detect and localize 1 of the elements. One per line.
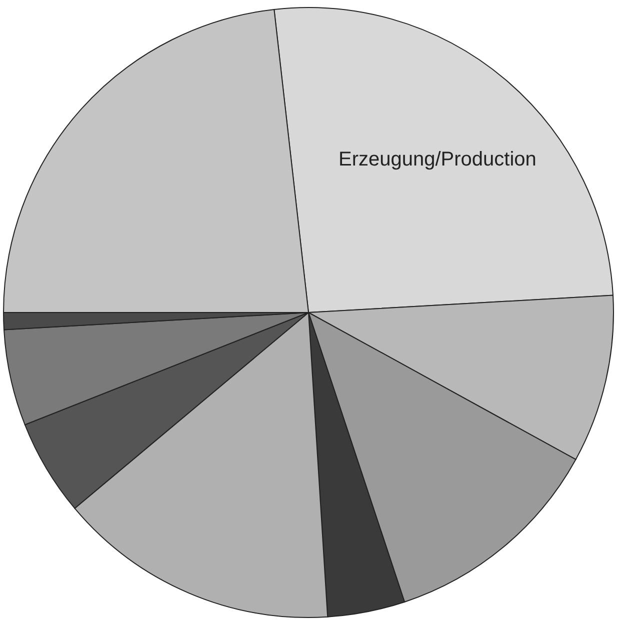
- slice-label: Erzeugung/Production: [338, 148, 536, 171]
